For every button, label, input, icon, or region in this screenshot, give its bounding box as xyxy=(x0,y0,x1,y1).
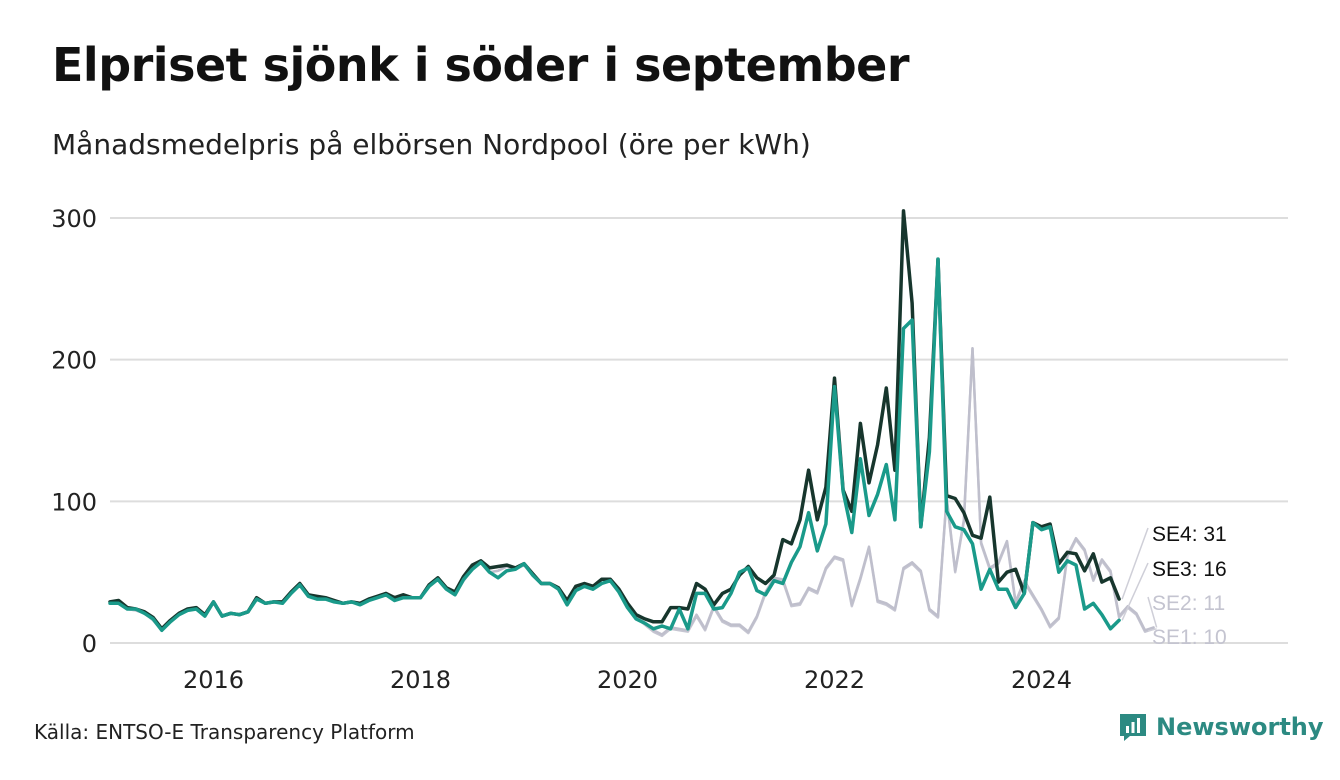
series-line-se3 xyxy=(108,257,1121,633)
leader-line-se2 xyxy=(1147,596,1158,628)
end-label-se3: SE3: 16 xyxy=(1152,558,1227,581)
series-line-se1 xyxy=(108,347,1155,638)
brand-logo: Newsworthy xyxy=(1118,712,1324,742)
end-label-se2: SE2: 11 xyxy=(1152,592,1225,615)
newsworthy-icon xyxy=(1120,714,1146,741)
leader-line-se3 xyxy=(1121,562,1149,621)
x-tick-label: 2020 xyxy=(597,666,658,694)
grid-lines xyxy=(110,217,1288,644)
x-tick-label: 2024 xyxy=(1011,666,1072,694)
chart-title: Elpriset sjönk i söder i september xyxy=(52,38,910,92)
leader-line-se4 xyxy=(1121,527,1149,600)
x-tick-label: 2016 xyxy=(183,666,244,694)
y-axis: 0 100 200 300 xyxy=(51,205,97,658)
x-tick-label: 2022 xyxy=(804,666,865,694)
y-tick-label: 0 xyxy=(82,630,97,658)
series-lines xyxy=(108,209,1155,638)
y-tick-label: 200 xyxy=(51,347,97,375)
end-labels: SE4: 31 SE3: 16 SE2: 11 SE1: 10 xyxy=(1121,523,1227,649)
series-line-se2 xyxy=(108,347,1155,636)
x-axis: 2016 2018 2020 2022 2024 xyxy=(183,666,1072,694)
end-label-se1: SE1: 10 xyxy=(1152,626,1227,649)
leader-line-se1 xyxy=(1147,628,1157,632)
chart-subtitle: Månadsmedelpris på elbörsen Nordpool (ör… xyxy=(52,128,811,161)
source-note: Källa: ENTSO-E Transparency Platform xyxy=(34,720,415,744)
y-tick-label: 100 xyxy=(51,488,97,516)
x-tick-label: 2018 xyxy=(390,666,451,694)
brand-name: Newsworthy xyxy=(1156,713,1324,741)
y-tick-label: 300 xyxy=(51,205,97,233)
end-label-se4: SE4: 31 xyxy=(1152,523,1227,546)
